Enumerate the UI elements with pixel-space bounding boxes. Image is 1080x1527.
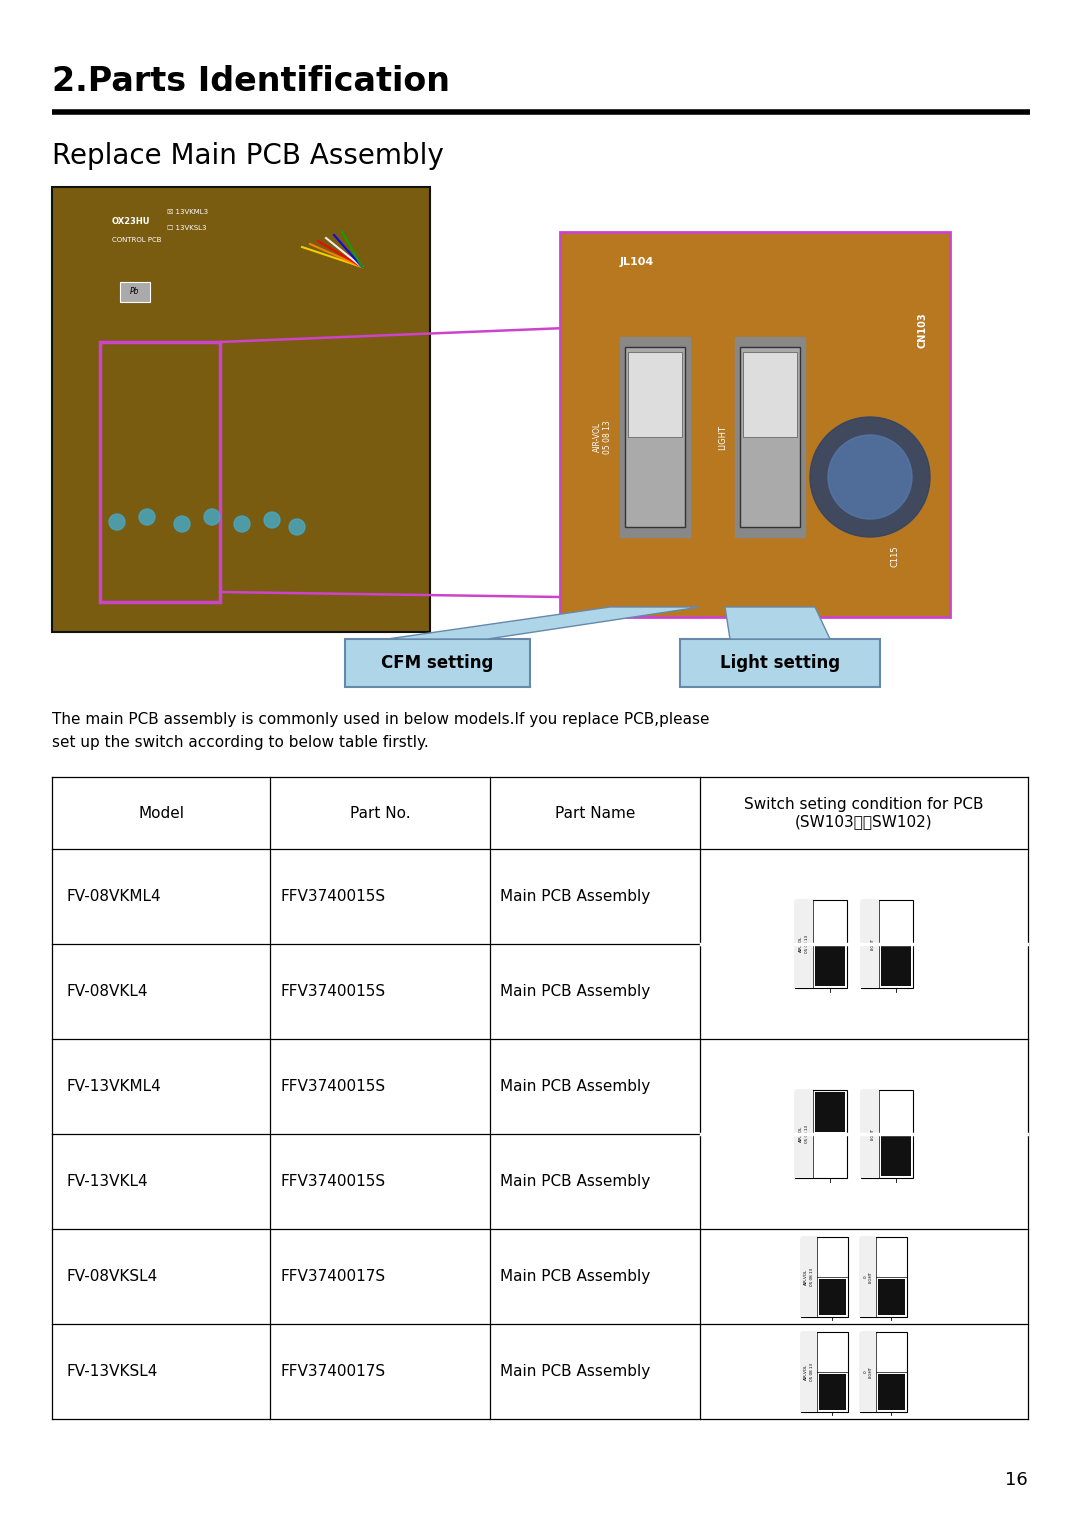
Bar <box>878 1280 905 1315</box>
Bar <box>795 1090 847 1177</box>
Text: 2.Parts Identification: 2.Parts Identification <box>52 66 450 98</box>
Text: FV-08VKL4: FV-08VKL4 <box>67 983 149 999</box>
Circle shape <box>264 512 280 528</box>
Bar <box>881 1136 912 1176</box>
Bar <box>881 947 912 986</box>
Text: FV-13VKL4: FV-13VKL4 <box>67 1174 149 1190</box>
Bar <box>801 1237 816 1316</box>
Bar <box>120 282 150 302</box>
Bar <box>860 1332 876 1412</box>
Circle shape <box>289 519 305 534</box>
Bar <box>819 1374 846 1409</box>
Text: Main PCB Assembly: Main PCB Assembly <box>500 983 650 999</box>
Polygon shape <box>388 608 700 638</box>
Bar <box>740 347 800 527</box>
Bar <box>860 1237 876 1316</box>
Bar <box>861 1090 913 1177</box>
Text: Main PCB Assembly: Main PCB Assembly <box>500 1364 650 1379</box>
Text: 0
LIGHT: 0 LIGHT <box>863 1270 873 1283</box>
Text: AIR-VOL
05 08 13: AIR-VOL 05 08 13 <box>593 420 612 454</box>
Text: 16: 16 <box>1005 1471 1028 1489</box>
Text: FV-08VKML4: FV-08VKML4 <box>67 889 162 904</box>
Bar <box>861 899 913 988</box>
Bar <box>801 1332 848 1412</box>
Bar <box>861 1090 879 1177</box>
Text: Main PCB Assembly: Main PCB Assembly <box>500 1080 650 1093</box>
Text: Switch seting condition for PCB
(SW103、　SW102): Switch seting condition for PCB (SW103、 … <box>744 797 984 829</box>
Bar <box>801 1332 816 1412</box>
Circle shape <box>810 417 930 538</box>
Bar <box>561 232 950 617</box>
Text: Part No.: Part No. <box>350 806 410 820</box>
Text: Main PCB Assembly: Main PCB Assembly <box>500 1174 650 1190</box>
Text: 0
LIGHT: 0 LIGHT <box>865 938 875 950</box>
Bar <box>815 1092 845 1132</box>
Bar <box>801 1237 848 1316</box>
Text: Pb: Pb <box>131 287 139 296</box>
Bar <box>735 337 805 538</box>
Bar <box>795 899 847 988</box>
Text: The main PCB assembly is commonly used in below models.If you replace PCB,please: The main PCB assembly is commonly used i… <box>52 712 710 750</box>
Text: FFV3740015S: FFV3740015S <box>280 1174 386 1190</box>
Bar <box>743 353 797 437</box>
Text: Model: Model <box>138 806 184 820</box>
Polygon shape <box>725 608 831 638</box>
Circle shape <box>234 516 249 531</box>
Circle shape <box>174 516 190 531</box>
Text: FV-08VKSL4: FV-08VKSL4 <box>67 1269 159 1284</box>
Text: 0
LIGHT: 0 LIGHT <box>863 1367 873 1377</box>
Text: ☐ 13VKSL3: ☐ 13VKSL3 <box>167 224 206 231</box>
Text: CONTROL PCB: CONTROL PCB <box>112 237 162 243</box>
Text: FV-13VKSL4: FV-13VKSL4 <box>67 1364 159 1379</box>
Text: FFV3740017S: FFV3740017S <box>280 1269 386 1284</box>
Text: JL104: JL104 <box>620 257 654 267</box>
Text: AIR-VOL
05 08 13: AIR-VOL 05 08 13 <box>805 1364 813 1380</box>
Text: 0
LIGHT: 0 LIGHT <box>865 1128 875 1141</box>
Bar <box>815 947 845 986</box>
Circle shape <box>109 515 125 530</box>
Bar <box>861 899 879 988</box>
Text: CFM setting: CFM setting <box>381 654 494 672</box>
Text: Main PCB Assembly: Main PCB Assembly <box>500 889 650 904</box>
Text: AIR-VOL
05 08 13: AIR-VOL 05 08 13 <box>799 1125 809 1144</box>
Text: CN103: CN103 <box>917 312 927 348</box>
Text: FFV3740017S: FFV3740017S <box>280 1364 386 1379</box>
Text: LIGHT: LIGHT <box>718 425 727 449</box>
Circle shape <box>139 508 156 525</box>
Text: FFV3740015S: FFV3740015S <box>280 983 386 999</box>
Bar <box>795 1090 813 1177</box>
Text: OX23HU: OX23HU <box>112 217 150 226</box>
Text: AIR-VOL
05 08 13: AIR-VOL 05 08 13 <box>799 935 809 953</box>
Bar <box>860 1332 907 1412</box>
Bar <box>860 1237 907 1316</box>
Text: Part Name: Part Name <box>555 806 635 820</box>
Text: C115: C115 <box>891 545 900 567</box>
Bar <box>819 1280 846 1315</box>
Text: Main PCB Assembly: Main PCB Assembly <box>500 1269 650 1284</box>
Text: FFV3740015S: FFV3740015S <box>280 1080 386 1093</box>
Bar <box>620 337 690 538</box>
Text: FFV3740015S: FFV3740015S <box>280 889 386 904</box>
Bar <box>100 342 220 602</box>
Bar <box>345 638 530 687</box>
Text: Light setting: Light setting <box>720 654 840 672</box>
Circle shape <box>204 508 220 525</box>
Bar <box>627 353 681 437</box>
Circle shape <box>828 435 912 519</box>
Bar <box>878 1374 905 1409</box>
Bar <box>625 347 685 527</box>
Bar <box>795 899 813 988</box>
Text: ☒ 13VKML3: ☒ 13VKML3 <box>167 209 208 215</box>
Text: Replace Main PCB Assembly: Replace Main PCB Assembly <box>52 142 444 169</box>
Bar <box>680 638 880 687</box>
Text: FV-13VKML4: FV-13VKML4 <box>67 1080 162 1093</box>
Bar <box>52 186 430 632</box>
Text: AIR-VOL
05 08 13: AIR-VOL 05 08 13 <box>805 1267 813 1286</box>
